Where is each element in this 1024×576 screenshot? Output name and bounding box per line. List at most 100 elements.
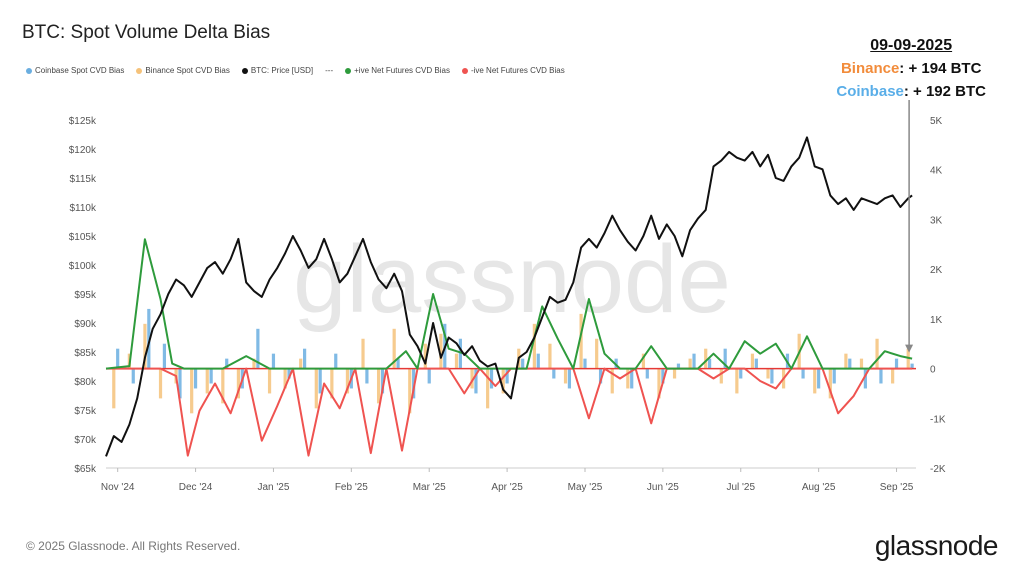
binance-bar [704, 348, 708, 369]
binance-bar [891, 368, 895, 384]
legend-item-coinbase[interactable]: Coinbase Spot CVD Bias [26, 66, 124, 75]
y-left-tick-label: $100k [69, 261, 97, 272]
coinbase-bar [879, 368, 883, 384]
callout-binance-value: : + 194 BTC [899, 60, 982, 77]
binance-bar [423, 343, 427, 369]
coinbase-bar [427, 368, 431, 384]
binance-bar [875, 338, 879, 369]
y-left-tick-label: $90k [74, 319, 97, 330]
copyright-text: © 2025 Glassnode. All Rights Reserved. [26, 539, 241, 553]
coinbase-bar [567, 368, 572, 389]
x-tick-label: Feb '25 [335, 482, 368, 493]
y-right-tick-label: 1K [930, 315, 943, 326]
binance-bar [563, 368, 568, 384]
y-left-tick-label: $125k [69, 116, 97, 127]
coinbase-bar [178, 368, 182, 399]
y-left-tick-label: $65k [74, 464, 97, 475]
binance-bar [532, 323, 536, 369]
watermark: glassnode [293, 226, 731, 333]
coinbase-bar [458, 338, 462, 369]
y-right-tick-label: 4K [930, 166, 943, 177]
brand-logo[interactable]: glassnode [874, 530, 999, 561]
y-left-tick-label: $80k [74, 377, 97, 388]
binance-bar [486, 368, 490, 409]
legend-label-separator: --- [325, 66, 334, 75]
y-left-tick-label: $75k [74, 406, 97, 417]
binance-bar [330, 368, 334, 399]
annotation-callout: 09-09-2025 Binance: + 194 BTC Coinbase: … [836, 34, 986, 103]
coinbase-bar [583, 358, 587, 369]
coinbase-bar [271, 353, 276, 369]
binance-bar [345, 368, 350, 394]
x-tick-label: Mar '25 [413, 482, 446, 493]
coinbase-bar [552, 368, 556, 379]
binance-bar [299, 358, 303, 369]
binance-bar [158, 368, 163, 399]
legend-item-neg-futures[interactable]: -ive Net Futures CVD Bias [461, 66, 565, 75]
legend-item-pos-futures[interactable]: +ive Net Futures CVD Bias [345, 66, 450, 75]
legend-label-pos-futures: +ive Net Futures CVD Bias [354, 66, 450, 75]
binance-bar [392, 328, 396, 369]
coinbase-bar [832, 368, 836, 384]
x-tick-label: Aug '25 [802, 482, 836, 493]
binance-bar [283, 368, 287, 389]
coinbase-bar [131, 368, 135, 384]
legend-label-price: BTC: Price [USD] [250, 66, 314, 75]
binance-bar [439, 333, 443, 369]
coinbase-bar [754, 358, 758, 369]
x-tick-label: Dec '24 [179, 482, 213, 493]
callout-coinbase-row: Coinbase: + 192 BTC [836, 80, 986, 103]
legend-swatch-binance [136, 67, 143, 74]
coinbase-bar [739, 368, 743, 379]
binance-bar [548, 343, 552, 369]
coinbase-bar [708, 358, 712, 369]
binance-bar [190, 368, 194, 414]
coinbase-bar [723, 348, 727, 369]
binance-bar [641, 353, 646, 369]
coinbase-bar [225, 358, 229, 369]
binance-bar [813, 368, 817, 394]
y-left-tick-label: $70k [74, 435, 97, 446]
callout-coinbase-value: : + 192 BTC [903, 83, 986, 100]
callout-coinbase-label: Coinbase [836, 83, 904, 100]
coinbase-bar [116, 348, 120, 369]
coinbase-bar [536, 353, 540, 369]
legend-swatch-neg-futures [461, 67, 468, 74]
legend-item-price[interactable]: BTC: Price [USD] [241, 66, 314, 75]
y-right-tick-label: 5K [930, 116, 943, 127]
coinbase-bar [505, 368, 509, 384]
coinbase-bar [692, 353, 696, 369]
binance-bar [267, 368, 272, 394]
binance-bar [314, 368, 318, 409]
callout-binance-row: Binance: + 194 BTC [836, 57, 986, 80]
y-left-tick-label: $95k [74, 290, 97, 301]
legend-item-binance[interactable]: Binance Spot CVD Bias [136, 66, 230, 75]
legend-label-binance: Binance Spot CVD Bias [145, 66, 230, 75]
callout-date: 09-09-2025 [870, 37, 953, 54]
binance-bar [719, 368, 723, 384]
y-left-tick-label: $120k [69, 145, 97, 156]
binance-bar [610, 368, 614, 394]
binance-bar [501, 368, 505, 394]
x-tick-label: Nov '24 [101, 482, 135, 493]
price-line [105, 136, 913, 457]
binance-bar [595, 338, 599, 369]
binance-bar [672, 368, 677, 379]
coinbase-bar [848, 358, 852, 369]
binance-bar [766, 368, 770, 379]
coinbase-bar [209, 368, 213, 384]
y-right-tick-label: -2K [930, 464, 946, 475]
y-left-tick-label: $105k [69, 232, 97, 243]
coinbase-bar [801, 368, 805, 379]
coinbase-bar [380, 368, 385, 394]
legend-swatch-coinbase [26, 67, 32, 74]
binance-bar [750, 353, 755, 369]
binance-bar [579, 313, 583, 369]
binance-bar [205, 368, 209, 394]
coinbase-bar [676, 363, 681, 369]
coinbase-bar [474, 368, 478, 394]
y-right-tick-label: 2K [930, 265, 943, 276]
y-right-tick-label: 0 [930, 365, 936, 376]
legend-label-neg-futures: -ive Net Futures CVD Bias [470, 66, 565, 75]
coinbase-bar [630, 368, 634, 389]
